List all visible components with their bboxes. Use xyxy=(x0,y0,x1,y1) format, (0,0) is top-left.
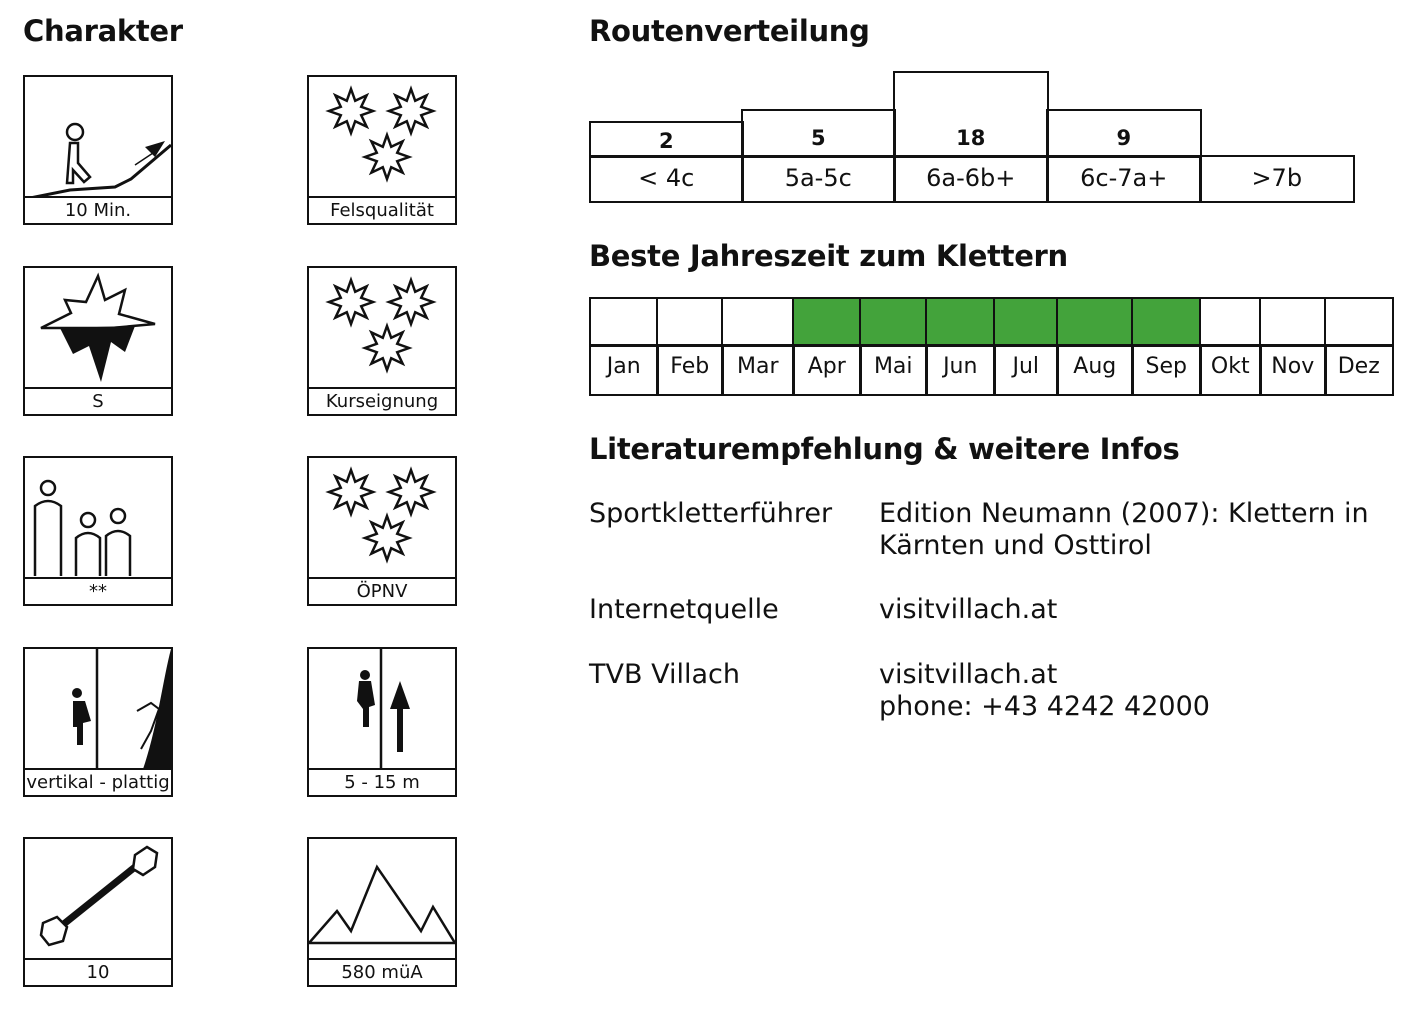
tile-course-suitability-stars: Kurseignung xyxy=(307,266,457,416)
season-indicator-dez xyxy=(1324,297,1394,347)
literature-label: TVB Villach xyxy=(589,659,740,690)
season-indicator-nov xyxy=(1259,297,1327,347)
wall-angle-icon xyxy=(72,649,171,769)
tile-label: 5 - 15 m xyxy=(309,768,455,795)
season-indicator-feb xyxy=(656,297,724,347)
month-label: Mar xyxy=(721,344,795,396)
route-length-icon xyxy=(357,649,410,769)
month-label: Dez xyxy=(1324,344,1394,396)
course-suitability-stars-icon xyxy=(325,276,437,374)
season-indicator-aug xyxy=(1056,297,1134,347)
season-indicator-jun xyxy=(925,297,996,347)
month-label: Mai xyxy=(859,344,928,396)
literature-value: visitvillach.at phone: +43 4242 42000 xyxy=(879,659,1210,722)
tile-label: ** xyxy=(25,577,171,604)
month-label: Okt xyxy=(1199,344,1262,396)
hiking-approach-icon xyxy=(27,122,171,197)
tile-public-transport-stars: ÖPNV xyxy=(307,456,457,606)
season-indicator-mar xyxy=(721,297,795,347)
tile-label: 10 Min. xyxy=(25,196,171,223)
literature-value: visitvillach.at xyxy=(879,594,1058,625)
family-icon xyxy=(33,479,132,576)
tile-hiking-approach: 10 Min. xyxy=(23,75,173,225)
literature-value: Edition Neumann (2007): Klettern in Kärn… xyxy=(879,498,1369,561)
month-label: Sep xyxy=(1131,344,1202,396)
literatur-heading: Literaturempfehlung & weitere Infos xyxy=(589,432,1180,466)
route-count-bar: 18 xyxy=(893,71,1049,158)
routenverteilung-heading: Routenverteilung xyxy=(589,14,870,48)
route-count-bar: 2 xyxy=(589,121,744,158)
tile-label: ÖPNV xyxy=(309,577,455,604)
quickdraw-icon xyxy=(39,845,159,947)
month-label: Nov xyxy=(1259,344,1327,396)
route-count-bar: 5 xyxy=(741,109,896,158)
tile-mountain-altitude: 580 müA xyxy=(307,837,457,987)
season-indicator-jan xyxy=(589,297,659,347)
month-label: Feb xyxy=(656,344,724,396)
month-label: Apr xyxy=(792,344,862,396)
route-grade: 5a-5c xyxy=(741,155,896,203)
season-indicator-apr xyxy=(792,297,862,347)
month-label: Aug xyxy=(1056,344,1134,396)
season-indicator-okt xyxy=(1199,297,1262,347)
month-label: Jun xyxy=(925,344,996,396)
season-indicator-jul xyxy=(993,297,1059,347)
tile-route-length: 5 - 15 m xyxy=(307,647,457,797)
tile-compass-south: S xyxy=(23,266,173,416)
route-grade: < 4c xyxy=(589,155,744,203)
tile-label: Felsqualität xyxy=(309,196,455,223)
literature-label: Internetquelle xyxy=(589,594,779,625)
route-grade: 6a-6b+ xyxy=(893,155,1049,203)
tile-rock-quality-stars: Felsqualität xyxy=(307,75,457,225)
tile-label: Kurseignung xyxy=(309,387,455,414)
tile-label: S xyxy=(25,387,171,414)
rock-quality-stars-icon xyxy=(325,85,437,183)
literature-label: Sportkletterführer xyxy=(589,498,833,529)
charakter-heading: Charakter xyxy=(23,14,183,48)
tile-label: vertikal - plattig xyxy=(25,768,171,795)
season-indicator-sep xyxy=(1131,297,1202,347)
route-grade: 6c-7a+ xyxy=(1046,155,1202,203)
tile-quickdraw: 10 xyxy=(23,837,173,987)
tile-label: 580 müA xyxy=(309,958,455,985)
public-transport-stars-icon xyxy=(325,466,437,564)
tile-wall-angle: vertikal - plattig xyxy=(23,647,173,797)
month-label: Jan xyxy=(589,344,659,396)
tile-label: 10 xyxy=(25,958,171,985)
route-count-bar: 9 xyxy=(1046,109,1202,158)
jahreszeit-heading: Beste Jahreszeit zum Klettern xyxy=(589,239,1068,273)
month-label: Jul xyxy=(993,344,1059,396)
season-indicator-mai xyxy=(859,297,928,347)
mountain-altitude-icon xyxy=(309,864,455,945)
compass-south-icon xyxy=(40,272,156,382)
tile-family: ** xyxy=(23,456,173,606)
route-grade: >7b xyxy=(1199,155,1355,203)
